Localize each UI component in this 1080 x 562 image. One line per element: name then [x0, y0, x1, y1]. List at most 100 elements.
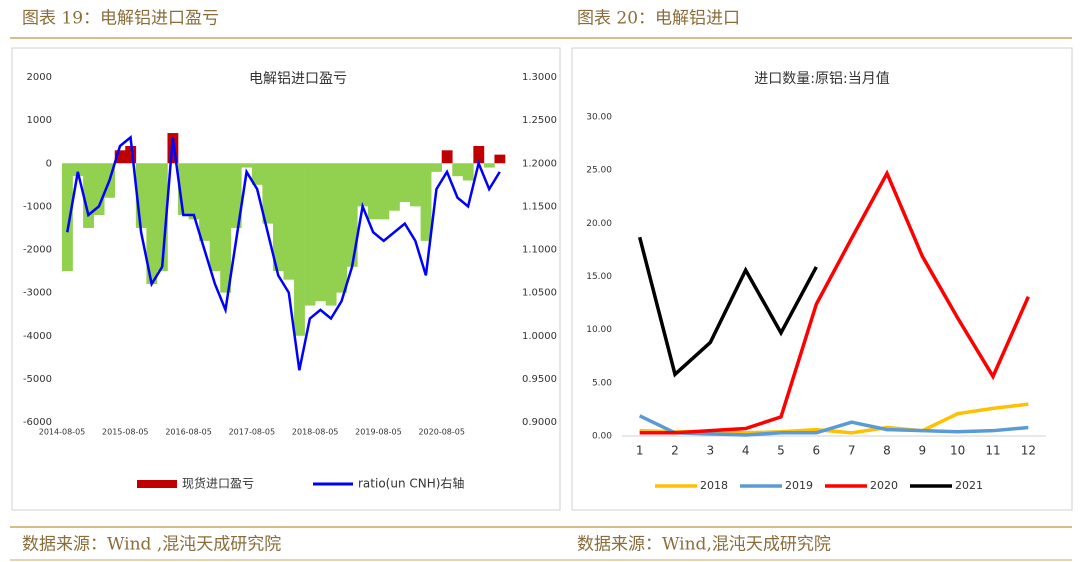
legend-label: 2020	[870, 479, 898, 492]
x-tick-label: 12	[1021, 444, 1036, 458]
line	[639, 169, 1030, 435]
y2-tick-label: 1.1000	[522, 245, 557, 256]
legend-label: ratio(un CNH)右轴	[358, 476, 464, 491]
y-tick-label: -3000	[23, 288, 52, 299]
bar	[325, 163, 337, 306]
bar	[367, 163, 379, 220]
bar	[146, 163, 158, 284]
y2-tick-label: 0.9000	[522, 417, 557, 428]
x-tick-label: 10	[950, 444, 965, 458]
chart-title: 进口数量:原铝:当月值	[754, 71, 889, 87]
bar	[251, 163, 263, 185]
footer-right: 数据来源：Wind,混沌天成研究院	[577, 535, 831, 555]
y-tick-label: 1000	[27, 115, 52, 126]
bar	[262, 163, 274, 224]
legend-swatch	[137, 480, 177, 488]
y2-tick-label: 0.9500	[522, 374, 557, 385]
y2-tick-label: 1.2500	[522, 115, 557, 126]
panel-right	[571, 47, 1073, 511]
y2-tick-label: 1.3000	[522, 72, 557, 83]
x-tick-label: 4	[742, 444, 750, 458]
bar	[336, 163, 348, 293]
x-tick-label: 2	[671, 444, 679, 458]
bar	[346, 163, 358, 267]
chart-title: 电解铝进口盈亏	[249, 71, 347, 87]
y-tick-label: 0.00	[592, 432, 612, 442]
x-tick-label: 1	[636, 444, 644, 458]
bar	[156, 163, 168, 272]
y2-tick-label: 1.0500	[522, 288, 557, 299]
x-tick-label: 8	[883, 444, 891, 458]
y-tick-label: 0	[46, 158, 52, 169]
bar	[230, 163, 242, 228]
y-tick-label: 30.00	[586, 113, 612, 123]
y-tick-label: 15.00	[586, 272, 612, 282]
x-tick-label: 2017-08-05	[229, 428, 276, 437]
y-tick-label: 5.00	[592, 378, 612, 388]
bar	[483, 163, 495, 168]
x-tick-label: 2018-08-05	[292, 428, 339, 437]
bar	[473, 146, 485, 164]
x-tick-label: 7	[848, 444, 856, 458]
x-tick-label: 11	[985, 444, 1000, 458]
line	[637, 236, 818, 378]
header-right: 图表 20：电解铝进口	[577, 9, 740, 29]
bar	[462, 163, 474, 181]
footer-left: 数据来源：Wind ,混沌天成研究院	[22, 535, 281, 555]
x-tick-label: 2016-08-05	[165, 428, 212, 437]
bar	[294, 163, 305, 336]
line	[638, 414, 1029, 437]
bar	[420, 163, 432, 241]
bar	[272, 163, 284, 272]
bar	[72, 163, 84, 177]
bar	[410, 163, 421, 207]
x-tick-label: 2019-08-05	[355, 428, 402, 437]
y2-tick-label: 1.1500	[522, 201, 557, 212]
bar	[188, 163, 200, 220]
x-tick-label: 2014-08-05	[39, 428, 86, 437]
y-tick-label: 20.00	[586, 219, 612, 229]
y-tick-label: -5000	[23, 374, 52, 385]
legend-label: 现货进口盈亏	[182, 476, 254, 491]
bar	[83, 163, 94, 228]
y2-tick-label: 1.0000	[522, 331, 557, 342]
legend-label: 2021	[955, 479, 983, 492]
y-tick-label: 2000	[27, 72, 52, 83]
bar	[283, 163, 295, 280]
bar	[62, 163, 73, 272]
x-tick-label: 6	[813, 444, 821, 458]
bar	[388, 163, 400, 211]
x-tick-label: 5	[777, 444, 785, 458]
bar	[399, 163, 411, 203]
y-tick-label: 25.00	[586, 166, 612, 176]
y-tick-label: -6000	[23, 417, 52, 428]
bar	[431, 163, 443, 172]
bar	[494, 154, 506, 164]
x-tick-label: 3	[707, 444, 715, 458]
bar	[378, 163, 390, 220]
legend-label: 2019	[785, 479, 813, 492]
y-tick-label: -1000	[23, 201, 52, 212]
x-tick-label: 9	[919, 444, 927, 458]
bar	[452, 163, 464, 177]
bar	[441, 150, 453, 164]
y2-tick-label: 1.2000	[522, 158, 557, 169]
bar	[357, 163, 369, 207]
bar	[241, 163, 253, 168]
y-tick-label: -2000	[23, 245, 52, 256]
bar	[209, 163, 221, 272]
x-tick-label: 2020-08-05	[418, 428, 465, 437]
y-tick-label: 10.00	[586, 325, 612, 335]
bar	[220, 163, 232, 293]
bar	[114, 150, 126, 164]
panel-left	[11, 47, 561, 511]
bar	[199, 163, 210, 241]
legend-label: 2018	[700, 479, 728, 492]
y-tick-label: -4000	[23, 331, 52, 342]
bar	[135, 163, 147, 228]
bar	[315, 163, 326, 302]
x-tick-label: 2015-08-05	[102, 428, 149, 437]
line	[66, 134, 501, 371]
bar	[125, 146, 137, 164]
